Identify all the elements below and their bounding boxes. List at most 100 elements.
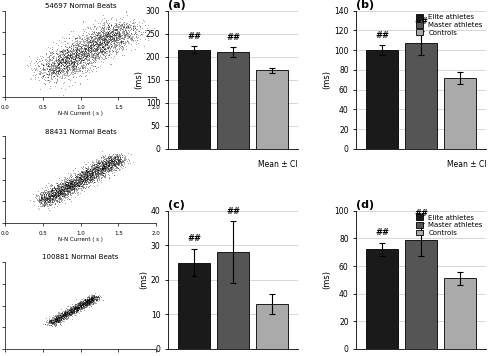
Point [53,198,61,204]
Point [61,195,69,201]
Point [114,38,122,43]
Point [85,302,93,307]
Point [66,311,74,316]
Point [89,174,97,180]
Point [51,83,58,88]
Point [76,174,84,179]
Bar [217,252,249,349]
Point [101,163,109,169]
Point [117,156,125,162]
Point [74,67,82,72]
Point [73,304,81,310]
Point [61,59,69,64]
Point [83,174,91,180]
Point [55,310,62,316]
Point [87,177,95,182]
Point [123,38,131,44]
Point [107,44,114,50]
Point [42,199,50,205]
Point [104,31,112,37]
Point [117,156,125,162]
Point [53,318,61,324]
Point [65,186,73,192]
Point [85,293,93,299]
Point [56,316,64,321]
Point [68,187,76,193]
Point [50,54,57,60]
Point [48,182,55,188]
Point [88,296,96,302]
Point [65,184,73,190]
Point [69,33,77,38]
Point [108,153,116,159]
Point [62,315,70,321]
Point [59,181,67,187]
Point [84,173,92,178]
Point [61,194,69,200]
Point [63,63,71,69]
Point [81,177,88,183]
Point [107,39,115,45]
Point [96,39,104,45]
Point [57,316,65,322]
Point [58,59,66,65]
Point [81,175,89,181]
Point [59,193,67,199]
Point [44,199,52,205]
Point [105,23,113,29]
Point [95,160,103,166]
Point [99,159,107,165]
Point [81,178,88,183]
Y-axis label: (ms): (ms) [134,70,143,89]
Point [44,191,52,197]
Point [45,197,53,202]
Point [84,176,92,182]
Point [104,163,112,169]
Point [92,158,100,164]
Point [54,318,62,324]
Point [47,78,55,84]
Point [44,199,52,205]
Point [50,195,58,200]
Point [75,177,83,182]
Point [90,172,98,178]
Point [58,313,66,319]
Point [76,47,83,52]
Point [78,300,86,306]
Point [57,180,65,185]
Point [76,304,83,309]
Point [57,310,65,316]
Point [83,294,91,300]
Point [53,187,61,192]
Point [109,160,117,166]
Point [93,178,101,184]
Point [47,186,55,192]
Point [66,177,74,183]
Point [90,299,98,304]
Point [52,321,59,327]
Point [48,319,55,324]
Point [80,36,88,42]
Point [88,299,96,304]
Point [70,306,78,312]
Point [70,59,78,65]
Point [48,192,56,198]
Point [88,294,96,300]
Point [54,192,61,198]
Point [59,58,67,64]
Point [124,161,132,166]
Point [84,35,92,41]
Point [100,46,108,51]
Point [60,60,68,66]
Point [106,46,113,52]
Point [104,154,111,159]
Point [88,296,96,302]
Point [67,193,75,198]
Point [83,298,91,304]
Point [88,172,96,177]
Point [90,23,98,29]
Point [100,161,108,167]
Point [76,303,83,308]
Point [51,318,58,324]
Point [104,158,111,164]
